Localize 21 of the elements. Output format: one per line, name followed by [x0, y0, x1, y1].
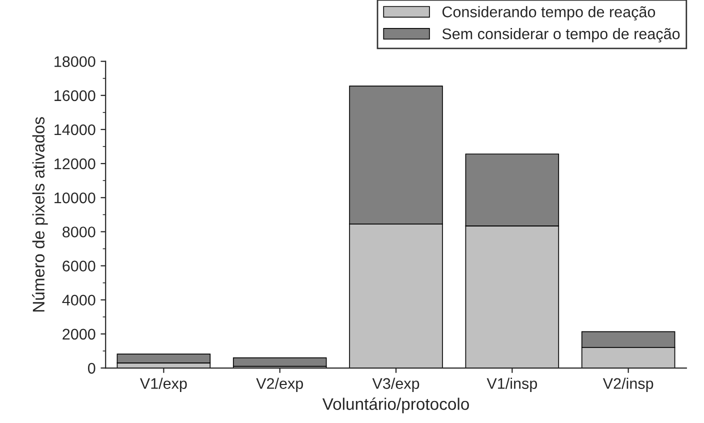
x-tick-label: V1/insp: [486, 378, 537, 392]
y-tick-label: 0: [88, 362, 96, 374]
y-tick-label: 4000: [62, 294, 96, 306]
y-axis-title: Número de pixels ativados: [32, 117, 48, 312]
y-tick-label: 12000: [54, 158, 96, 170]
x-axis-title: Voluntário/protocolo: [322, 398, 469, 414]
y-tick-label: 6000: [62, 260, 96, 272]
y-tick-label: 16000: [54, 90, 96, 102]
legend-label: Sem considerar o tempo de reação: [442, 28, 680, 42]
x-tick-label: V2/exp: [256, 378, 303, 392]
bar: [232, 357, 327, 367]
x-tick-label: V3/exp: [372, 378, 420, 392]
legend-label: Considerando tempo de reação: [442, 6, 656, 20]
y-tick-label: 8000: [62, 226, 96, 238]
y-tick-label: 2000: [62, 328, 96, 340]
x-tick-label: V2/insp: [602, 378, 654, 392]
x-tick-label: V1/exp: [140, 378, 187, 392]
y-tick-label: 14000: [54, 124, 96, 136]
y-tick-label: 18000: [54, 56, 96, 68]
bar: [116, 354, 211, 364]
y-tick-label: 10000: [54, 192, 96, 204]
